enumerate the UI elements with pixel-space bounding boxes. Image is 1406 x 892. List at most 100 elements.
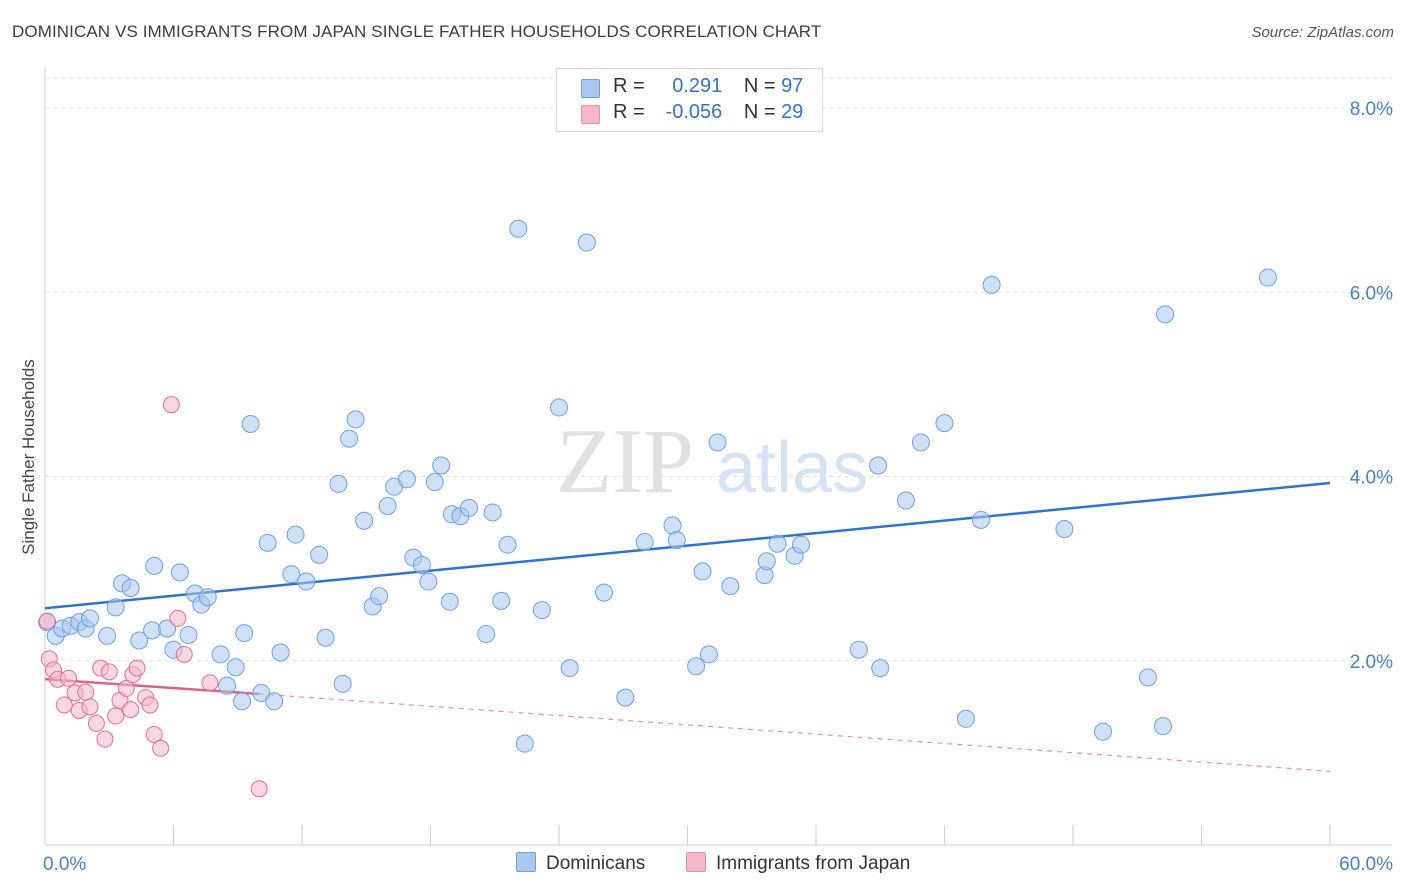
grid-lines: [45, 77, 1392, 662]
point-japan: [162, 396, 180, 414]
point-japan: [100, 663, 118, 681]
correlation-legend: R = 0.291 N = 97 R = -0.056 N = 29: [556, 68, 823, 132]
legend-r-label: R =: [613, 75, 645, 97]
point-dominican: [498, 535, 517, 554]
axes: [44, 68, 1392, 846]
point-dominican: [158, 619, 177, 638]
point-dominican: [346, 410, 365, 429]
point-dominican: [233, 692, 252, 711]
legend-swatch-japan: [581, 105, 600, 124]
y-tick-label: 4.0%: [1350, 468, 1393, 489]
bottom-legend-dominicans: Dominicans: [516, 852, 645, 875]
point-dominican: [1156, 305, 1175, 324]
point-dominican: [483, 503, 502, 522]
point-dominican: [708, 433, 727, 452]
legend-n-label: N =: [743, 101, 776, 123]
point-dominican: [179, 625, 198, 644]
point-japan: [77, 683, 95, 701]
point-dominican: [121, 578, 140, 597]
legend-n-label: N =: [743, 75, 776, 97]
point-dominican: [106, 598, 125, 617]
point-dominican: [419, 572, 438, 591]
bottom-legend-label: Dominicans: [546, 853, 646, 874]
point-dominican: [687, 657, 706, 676]
point-dominican: [218, 676, 237, 695]
point-dominican: [271, 643, 290, 662]
point-dominican: [370, 587, 389, 606]
point-japan: [38, 612, 56, 630]
point-japan: [117, 679, 135, 697]
legend-r-value: 0.291: [672, 75, 723, 97]
source-note: Source: ZipAtlas.com: [1251, 24, 1394, 41]
point-dominican: [198, 588, 217, 607]
point-dominican: [98, 626, 117, 645]
point-dominican: [792, 535, 811, 554]
point-dominican: [509, 219, 528, 238]
legend-n-value: 29: [781, 101, 804, 123]
point-dominican: [935, 414, 954, 433]
point-dominican: [252, 684, 271, 703]
y-axis-label: Single Father Households: [19, 359, 38, 555]
point-dominican: [849, 640, 868, 659]
legend-n-value: 97: [781, 75, 804, 97]
x-tick-label: 0.0%: [43, 854, 86, 875]
point-dominican: [425, 473, 444, 492]
point-dominican: [896, 491, 915, 510]
point-dominican: [757, 552, 776, 571]
point-dominican: [956, 709, 975, 728]
point-dominican: [515, 734, 534, 753]
point-dominican: [616, 688, 635, 707]
point-dominican: [492, 591, 511, 610]
point-dominican: [693, 562, 712, 581]
chart-title: DOMINICAN VS IMMIGRANTS FROM JAPAN SINGL…: [12, 22, 822, 41]
point-dominican: [667, 531, 686, 550]
point-japan: [152, 739, 170, 757]
point-dominican: [440, 592, 459, 611]
point-dominican: [143, 621, 162, 640]
point-dominican: [971, 510, 990, 529]
watermark-zip: ZIP: [556, 410, 694, 512]
point-dominican: [265, 692, 284, 711]
point-dominican: [871, 659, 890, 678]
point-dominican: [768, 534, 787, 553]
point-japan: [87, 714, 105, 732]
point-dominican: [130, 631, 149, 650]
zipatlas-watermark: ZIP atlas: [556, 410, 868, 512]
watermark-atlas: atlas: [716, 428, 868, 508]
point-japan: [96, 730, 114, 748]
point-dominican: [477, 625, 496, 644]
point-japan: [141, 696, 159, 714]
point-dominican: [80, 609, 99, 628]
bottom-swatch-dominicans: [516, 852, 536, 872]
tick-labels: 2.0% 4.0% 6.0% 8.0% 0.0% 60.0%: [43, 99, 1393, 875]
point-japan: [250, 780, 268, 798]
point-dominican: [397, 470, 416, 489]
point-japan: [60, 669, 78, 687]
point-japan: [81, 698, 99, 716]
point-dominican: [282, 565, 301, 584]
point-dominican: [577, 233, 596, 252]
legend-r-value: -0.056: [665, 101, 723, 123]
point-dominican: [911, 433, 930, 452]
point-japan: [175, 645, 193, 663]
point-dominican: [560, 659, 579, 678]
point-dominican: [333, 674, 352, 693]
point-dominican: [226, 658, 245, 677]
point-dominican: [170, 563, 189, 582]
point-dominican: [982, 275, 1001, 294]
bottom-legend-label: Immigrants from Japan: [716, 853, 911, 874]
point-dominican: [1153, 717, 1172, 736]
data-points: [38, 219, 1277, 798]
point-dominican: [460, 498, 479, 517]
point-japan: [201, 674, 219, 692]
point-dominican: [635, 532, 654, 551]
legend-r-label: R =: [613, 101, 645, 123]
point-dominican: [310, 545, 329, 564]
point-dominican: [329, 474, 348, 493]
point-dominican: [432, 456, 451, 475]
point-dominican: [699, 645, 718, 664]
point-dominican: [550, 398, 568, 417]
point-japan: [55, 696, 73, 714]
point-dominican: [1138, 668, 1157, 687]
